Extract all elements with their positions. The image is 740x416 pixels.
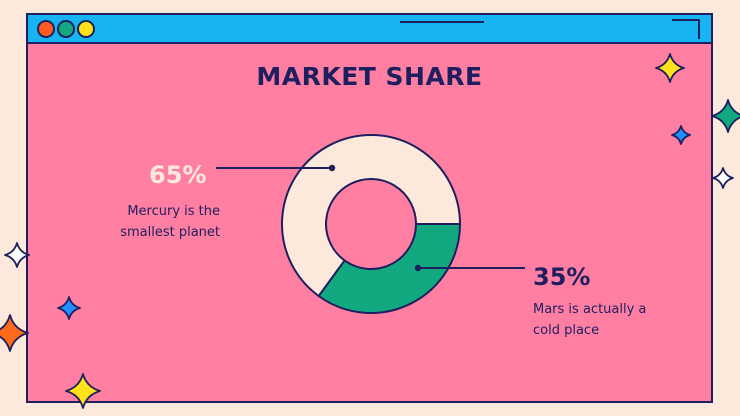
description-right: Mars is actually a cold place	[533, 299, 683, 341]
percent-label-left: 65%	[149, 161, 207, 189]
maximize-dot-icon[interactable]	[77, 20, 95, 38]
sparkle-star-icon	[0, 314, 29, 352]
description-right-line2: cold place	[533, 323, 600, 338]
sparkle-star-icon	[57, 296, 81, 320]
close-dot-icon[interactable]	[37, 20, 55, 38]
sparkle-star-icon	[655, 53, 685, 83]
browser-window: MARKET SHARE 65% Mercury is the smallest…	[26, 13, 713, 403]
titlebar-line-decoration	[400, 21, 484, 23]
sparkle-star-icon	[65, 373, 101, 409]
donut-slice-35pct	[317, 223, 462, 314]
sparkle-star-icon	[712, 167, 734, 189]
percent-label-right: 35%	[533, 263, 591, 291]
donut-slice-65pct	[281, 134, 462, 298]
description-left-line2: smallest planet	[120, 225, 220, 240]
description-left: Mercury is the smallest planet	[86, 201, 220, 243]
donut-chart	[216, 134, 525, 314]
window-titlebar	[28, 15, 711, 44]
minimize-dot-icon[interactable]	[57, 20, 75, 38]
leader-line-left-dot	[328, 164, 336, 172]
sparkle-star-icon	[711, 99, 740, 133]
description-left-line1: Mercury is the	[127, 204, 220, 219]
sparkle-star-icon	[4, 242, 30, 268]
sparkle-star-icon	[671, 125, 691, 145]
slide-title: MARKET SHARE	[256, 62, 483, 91]
leader-line-right-dot	[414, 264, 422, 272]
titlebar-corner-decoration	[672, 19, 700, 39]
description-right-line1: Mars is actually a	[533, 302, 647, 317]
